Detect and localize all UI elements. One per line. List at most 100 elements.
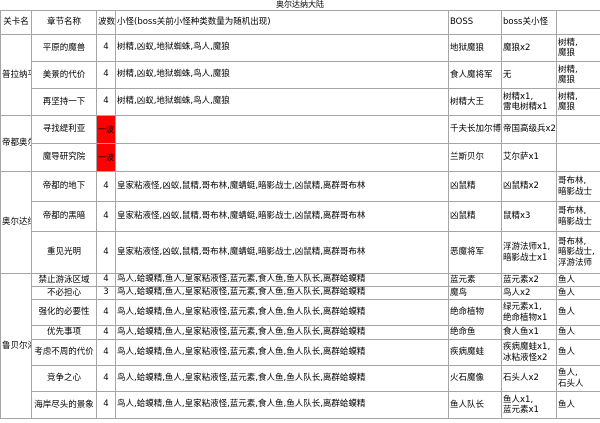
- header-waves: 波数: [96, 10, 116, 35]
- extra-drop-cell: 树精, 魔狼: [556, 34, 600, 62]
- mob-list-cell: 树精,凶蚁,地狱蜘蛛,鸟人,魔狼: [115, 88, 449, 116]
- boss-mob-cell: 魔狼x2: [501, 34, 557, 62]
- boss-mob-cell: 石头人x2: [501, 365, 557, 392]
- mob-list-cell: 鸟人,蛤蟆精,鱼人,皇家粘液怪,蓝元素,食人鱼,鱼人队长,离群蛤蟆精: [115, 325, 449, 340]
- boss-name-cell: 魔鸟: [448, 286, 502, 300]
- stage-name-cell: 帝都奥尔达纳 1-8: [0, 115, 32, 172]
- boss-name-cell: 千夫长加尔博亚: [448, 115, 502, 144]
- extra-drop-cell: 鱼人: [556, 325, 600, 340]
- table-row: 美景的代价 4 树精,凶蚁,地狱蜘蛛,鸟人,魔狼 食人魔将军无树精, 魔狼: [1, 61, 600, 89]
- extra-drop-cell: 鱼人, 石头人: [556, 365, 600, 392]
- boss-mob-cell: 无: [501, 61, 557, 89]
- chapter-name-cell: 禁止游泳区域: [31, 273, 97, 287]
- chapter-name-cell: 强化的必要性: [31, 299, 97, 326]
- mob-list-cell: 鸟人,蛤蟆精,鱼人,皇家粘液怪,蓝元素,食人鱼,鱼人队长,离群蛤蟆精: [115, 286, 449, 300]
- chapter-name-cell: 再坚持一下: [31, 88, 97, 116]
- extra-drop-cell: 鱼人: [556, 273, 600, 287]
- extra-drop-cell: 鱼人: [556, 299, 600, 326]
- header-stage: 关卡名: [0, 10, 32, 35]
- wave-count-cell: 4: [96, 231, 116, 274]
- table-row: 魔导研究院 一波 兰斯贝尔 艾尔萨x1: [1, 143, 600, 172]
- stage-name-cell: 鲁贝尔海岸 1-9: [0, 273, 32, 419]
- wave-count-cell: 4: [96, 273, 116, 287]
- boss-mob-cell: 凶鼠精x2: [501, 171, 557, 202]
- table-row: 竞争之心 4 鸟人,蛤蟆精,鱼人,皇家粘液怪,蓝元素,食人鱼,鱼人队长,离群蛤蟆精火…: [1, 365, 600, 392]
- wave-count-cell: 4: [96, 34, 116, 62]
- boss-name-cell: 凶鼠精: [448, 171, 502, 202]
- chapter-name-cell: 美景的代价: [31, 61, 97, 89]
- extra-drop-cell: 哥布林, 暗影战士: [556, 171, 600, 202]
- mob-list-cell: 鸟人,蛤蟆精,鱼人,皇家粘液怪,蓝元素,食人鱼,鱼人队长,离群蛤蟆精: [115, 339, 449, 366]
- boss-mob-cell: 鱼人x1, 蓝元素x1: [501, 391, 557, 419]
- boss-name-cell: 恶魔将军: [448, 231, 502, 274]
- chapter-name-cell: 平原的魔兽: [31, 34, 97, 62]
- extra-drop-cell: 鱼人: [556, 339, 600, 366]
- boss-name-cell: 鱼人队长: [448, 391, 502, 419]
- table-row: 强化的必要性 4 鸟人,蛤蟆精,鱼人,皇家粘液怪,蓝元素,食人鱼,鱼人队长,离群蛤蟆…: [1, 299, 600, 326]
- boss-name-cell: 兰斯贝尔: [448, 143, 502, 172]
- mob-list-cell: [115, 115, 449, 144]
- extra-drop-cell: [556, 115, 600, 144]
- extra-drop-cell: 哥布林, 暗影战士: [556, 201, 600, 232]
- boss-mob-cell: 鼠精x3: [501, 201, 557, 232]
- extra-drop-cell: 鱼人: [556, 391, 600, 419]
- wave-count-cell: 一波: [96, 115, 116, 144]
- wave-count-cell: 4: [96, 171, 116, 202]
- table-row: 优先事项 4 鸟人,蛤蟆精,鱼人,皇家粘液怪,蓝元素,食人鱼,鱼人队长,离群蛤蟆精绝…: [1, 325, 600, 340]
- extra-drop-cell: [556, 143, 600, 172]
- boss-name-cell: 树精大王: [448, 88, 502, 116]
- extra-drop-cell: 树精, 魔狼: [556, 88, 600, 116]
- chapter-name-cell: 海岸尽头的景象: [31, 391, 97, 419]
- document-title: 奥尔达纳大陆: [276, 0, 324, 9]
- table-row: 海岸尽头的景象 4 鸟人,蛤蟆精,鱼人,皇家粘液怪,蓝元素,食人鱼,鱼人队长,离群蛤…: [1, 391, 600, 419]
- mob-list-cell: 鸟人,蛤蟆精,鱼人,皇家粘液怪,蓝元素,食人鱼,鱼人队长,离群蛤蟆精: [115, 273, 449, 287]
- chapter-name-cell: 竞争之心: [31, 365, 97, 392]
- chapter-name-cell: 寻找缇利亚: [31, 115, 97, 144]
- boss-name-cell: 疾病魔蛙: [448, 339, 502, 366]
- wave-count-cell: 4: [96, 339, 116, 366]
- wave-count-cell: 4: [96, 391, 116, 419]
- mob-list-cell: 鸟人,蛤蟆精,鱼人,皇家粘液怪,蓝元素,食人鱼,鱼人队长,离群蛤蟆精: [115, 391, 449, 419]
- boss-mob-cell: 浮游法师x1, 暗影战士x1: [501, 231, 557, 274]
- table-row: 考虑不周的代价 4 鸟人,蛤蟆精,鱼人,皇家粘液怪,蓝元素,食人鱼,鱼人队长,离群蛤…: [1, 339, 600, 366]
- mob-list-cell: 鸟人,蛤蟆精,鱼人,皇家粘液怪,蓝元素,食人鱼,鱼人队长,离群蛤蟆精: [115, 365, 449, 392]
- wave-count-cell: 4: [96, 61, 116, 89]
- boss-name-cell: 火石魔像: [448, 365, 502, 392]
- mob-list-cell: 树精,凶蚁,地狱蜘蛛,鸟人,魔狼: [115, 34, 449, 62]
- header-mobs: 小怪(boss关前小怪种类数量为随机出现): [115, 10, 449, 35]
- boss-mob-cell: 疾病魔蛙x1, 冰粘液怪x2: [501, 339, 557, 366]
- extra-drop-cell: 树精, 魔狼: [556, 61, 600, 89]
- wave-count-cell: 4: [96, 365, 116, 392]
- header-chapter: 章节名称: [31, 10, 97, 35]
- boss-name-cell: 食人魔将军: [448, 61, 502, 89]
- boss-name-cell: 绝命植物: [448, 299, 502, 326]
- boss-name-cell: 凶鼠精: [448, 201, 502, 232]
- table-row: 重见光明 4 皇家粘液怪,凶蚁,鼠精,哥布林,魔蜻蜓,暗影战士,凶鼠精,离群哥布林恶…: [1, 231, 600, 274]
- mob-list-cell: 鸟人,蛤蟆精,鱼人,皇家粘液怪,蓝元素,食人鱼,鱼人队长,离群蛤蟆精: [115, 299, 449, 326]
- boss-name-cell: 蓝元素: [448, 273, 502, 287]
- chapter-name-cell: 重见光明: [31, 231, 97, 274]
- table-row: 帝都的黑暗 4 皇家粘液怪,凶蚁,鼠精,哥布林,魔蜻蜓,暗影战士,凶鼠精,离群哥布林…: [1, 201, 600, 232]
- mob-list-cell: 皇家粘液怪,凶蚁,鼠精,哥布林,魔蜻蜓,暗影战士,凶鼠精,离群哥布林: [115, 231, 449, 274]
- chapter-name-cell: 帝都的地下: [31, 171, 97, 202]
- table-row: 不必担心 3 鸟人,蛤蟆精,鱼人,皇家粘液怪,蓝元素,食人鱼,鱼人队长,离群蛤蟆精魔…: [1, 286, 600, 300]
- boss-mob-cell: 帝国高级兵x2: [501, 115, 557, 144]
- mob-list-cell: 皇家粘液怪,凶蚁,鼠精,哥布林,魔蜻蜓,暗影战士,凶鼠精,离群哥布林: [115, 201, 449, 232]
- boss-mob-cell: 树精x1, 雷电树精x1: [501, 88, 557, 116]
- boss-mob-cell: 艾尔萨x1: [501, 143, 557, 172]
- stage-data-table: 关卡名 章节名称 波数 小怪(boss关前小怪种类数量为随机出现) BOSS boss关小…: [0, 10, 600, 419]
- chapter-name-cell: 优先事项: [31, 325, 97, 340]
- wave-count-cell: 4: [96, 88, 116, 116]
- wave-count-cell: 4: [96, 201, 116, 232]
- boss-name-cell: 绝命鱼: [448, 325, 502, 340]
- header-extra: [556, 10, 600, 35]
- table-row: 奥尔达纳地下通道 1-7帝都的地下4皇家粘液怪,凶蚁,鼠精,哥布林,魔蜻蜓,暗影…: [0, 171, 600, 274]
- header-boss: BOSS: [448, 10, 502, 35]
- boss-name-cell: 地狱魔狼: [448, 34, 502, 62]
- chapter-name-cell: 考虑不周的代价: [31, 339, 97, 366]
- extra-drop-cell: 鱼人: [556, 286, 600, 300]
- boss-mob-cell: 鸟人x2: [501, 286, 557, 300]
- boss-mob-cell: 绿元素x1, 绝命植物x1: [501, 299, 557, 326]
